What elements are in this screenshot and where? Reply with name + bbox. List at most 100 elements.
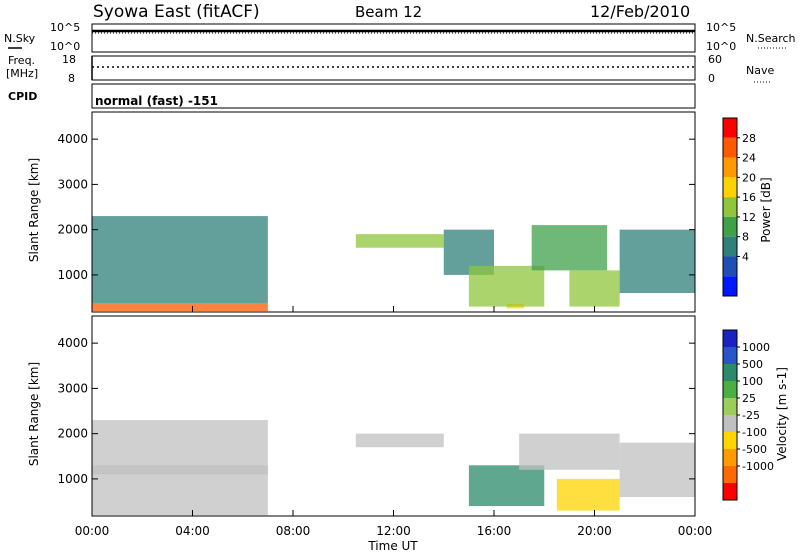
freq-panel <box>91 55 696 81</box>
x-tick-label-3: 12:00 <box>376 524 411 538</box>
power-colorbar-swatch-3 <box>723 177 737 198</box>
velocity-colorbar-swatch-3 <box>723 381 737 398</box>
velocity-y-ticks: 4000 3000 2000 1000 <box>57 336 695 486</box>
x-tick-label-1: 04:00 <box>175 524 210 538</box>
x-tick-label-6: 00:00 <box>678 524 713 538</box>
velocity-colorbar-label-5: -100 <box>742 426 767 439</box>
power-colorbar-label-5: 8 <box>742 231 749 244</box>
power-cell-5 <box>468 265 545 307</box>
power-cells <box>92 216 695 312</box>
velocity-colorbar-label-6: -500 <box>742 443 767 456</box>
power-cell-1 <box>92 216 268 303</box>
power-colorbar-swatch-4 <box>723 197 737 217</box>
velocity-cell-6 <box>619 442 695 497</box>
nsky-frame <box>91 23 696 53</box>
nsearch-label: N.Search <box>746 32 796 45</box>
nsky-scale-bottom: 10^0 <box>50 40 80 53</box>
x-axis-label: Time UT <box>367 539 418 553</box>
velocity-colorbar-swatch-1 <box>723 347 737 364</box>
velocity-colorbar-label-1: 500 <box>742 358 763 371</box>
nsky-panel <box>91 23 696 53</box>
power-colorbar-swatch-5 <box>723 216 737 237</box>
cpid-value: normal (fast) -151 <box>95 94 218 108</box>
power-colorbar-swatch-7 <box>723 256 737 277</box>
power-colorbar-frame <box>722 117 738 297</box>
freq-frame <box>91 55 696 81</box>
power-colorbar-label-3: 16 <box>742 191 756 204</box>
power-colorbar-label-6: 4 <box>742 250 749 263</box>
freq-tick-top: 18 <box>62 53 76 66</box>
power-cell-6 <box>531 225 608 271</box>
power-cell-7 <box>569 270 620 307</box>
nsearch-scale-top: 10^5 <box>706 21 736 34</box>
power-cell-0 <box>92 302 268 312</box>
velocity-ylabel: Slant Range [km] <box>27 362 41 466</box>
velocity-colorbar-swatch-2 <box>723 364 737 381</box>
velocity-ytick-label-3: 1000 <box>57 472 88 486</box>
freq-trace <box>91 56 695 80</box>
power-ytick-label-0: 4000 <box>57 132 88 146</box>
nave-label: Nave <box>746 64 774 77</box>
velocity-colorbar-label: Velocity [m s-1] <box>775 367 789 461</box>
velocity-colorbar-label-0: 1000 <box>742 341 770 354</box>
velocity-colorbar-label-4: -25 <box>742 409 760 422</box>
nsearch-scale-bottom: 10^0 <box>706 40 736 53</box>
velocity-colorbar-swatch-8 <box>723 466 737 483</box>
date-title: 12/Feb/2010 <box>590 2 690 21</box>
velocity-cell-2 <box>355 433 444 448</box>
x-tick-label-5: 20:00 <box>577 524 612 538</box>
velocity-ytick-label-0: 4000 <box>57 336 88 350</box>
velocity-panel: 4000 3000 2000 1000 <box>57 315 696 517</box>
freq-label-line1: Freq. <box>8 54 35 67</box>
nsky-scale-top: 10^5 <box>50 21 80 34</box>
freq-tick-bottom: 8 <box>68 72 75 85</box>
velocity-colorbar-label-7: -1000 <box>742 460 774 473</box>
velocity-colorbar-swatch-5 <box>723 415 737 432</box>
power-colorbar-swatch-6 <box>723 236 737 257</box>
power-ytick-label-3: 1000 <box>57 268 88 282</box>
velocity-cell-4 <box>519 433 620 470</box>
power-colorbar-swatch-8 <box>723 276 737 296</box>
velocity-cell-5 <box>556 478 620 511</box>
x-axis-ticks: 00:00 04:00 08:00 12:00 16:00 20:00 00:00 <box>75 306 713 538</box>
nsky-label: N.Sky <box>4 32 36 45</box>
power-colorbar-label-2: 20 <box>742 171 756 184</box>
power-ytick-label-2: 2000 <box>57 223 88 237</box>
velocity-colorbar-swatch-7 <box>723 449 737 466</box>
velocity-colorbar: 1000 500 100 25 -25 -100 -500 -1000 <box>722 329 774 501</box>
cpid-label: CPID <box>8 90 37 103</box>
nave-tick-top: 60 <box>708 53 722 66</box>
power-ytick-label-1: 3000 <box>57 177 88 191</box>
power-y-ticks: 4000 3000 2000 1000 <box>57 132 695 282</box>
power-colorbar-label-4: 12 <box>742 211 756 224</box>
power-colorbar-label: Power [dB] <box>759 177 773 242</box>
power-cell-8 <box>619 229 695 293</box>
station-title: Syowa East (fitACF) <box>93 2 260 22</box>
power-colorbar-label-0: 28 <box>742 132 756 145</box>
beam-title: Beam 12 <box>355 3 422 21</box>
power-ylabel: Slant Range [km] <box>27 158 41 262</box>
velocity-colorbar-swatch-0 <box>723 330 737 347</box>
velocity-ytick-label-1: 3000 <box>57 381 88 395</box>
x-tick-label-0: 00:00 <box>75 524 110 538</box>
power-colorbar-swatch-2 <box>723 157 737 178</box>
power-colorbar: 28 24 20 16 12 8 4 <box>722 117 756 297</box>
x-tick-label-4: 16:00 <box>477 524 512 538</box>
velocity-cells <box>92 420 695 516</box>
x-tick-label-2: 08:00 <box>276 524 311 538</box>
velocity-colorbar-swatch-6 <box>723 432 737 449</box>
velocity-cell-3 <box>468 465 545 507</box>
velocity-colorbar-label-2: 100 <box>742 375 763 388</box>
nsky-trace <box>92 29 695 34</box>
velocity-colorbar-swatch-9 <box>723 483 737 500</box>
power-colorbar-label-1: 24 <box>742 152 756 165</box>
freq-label-line2: [MHz] <box>6 67 38 80</box>
cpid-frame <box>91 83 696 109</box>
nave-tick-bottom: 0 <box>708 72 715 85</box>
power-colorbar-swatch-0 <box>723 118 737 138</box>
velocity-cell-1 <box>92 420 268 475</box>
velocity-colorbar-swatch-4 <box>723 398 737 415</box>
power-panel: 4000 3000 2000 1000 <box>57 111 696 313</box>
power-colorbar-swatch-1 <box>723 137 737 158</box>
